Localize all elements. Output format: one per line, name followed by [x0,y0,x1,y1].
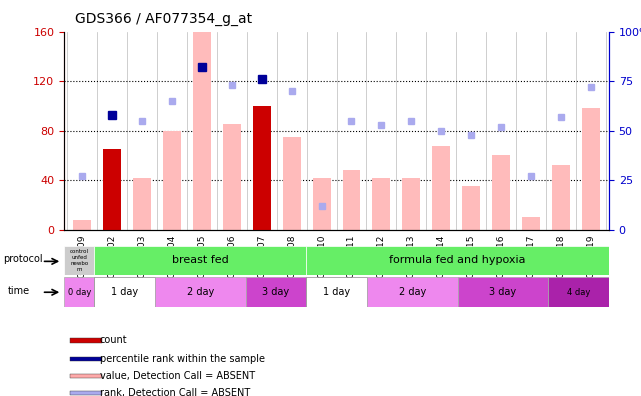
Bar [133,178,151,230]
Bar [155,277,246,307]
Bar [223,124,241,230]
Bar [403,178,420,230]
Text: time: time [8,286,30,296]
Text: rank, Detection Call = ABSENT: rank, Detection Call = ABSENT [99,388,250,396]
Bar [94,246,306,275]
Bar [306,277,367,307]
Bar [94,277,155,307]
Bar [462,187,480,230]
Bar [582,109,600,230]
Text: 2 day: 2 day [187,287,214,297]
Bar [163,131,181,230]
Bar [306,246,609,275]
Text: percentile rank within the sample: percentile rank within the sample [99,354,265,364]
Bar [372,178,390,230]
Text: protocol: protocol [3,254,43,265]
Bar [103,149,121,230]
Bar [70,338,103,343]
Bar [103,149,121,230]
Bar [70,374,103,378]
Bar [253,106,271,230]
Bar [64,246,94,275]
Bar [367,277,458,307]
Text: 1 day: 1 day [323,287,350,297]
Text: 2 day: 2 day [399,287,426,297]
Bar [73,220,91,230]
Text: 1 day: 1 day [111,287,138,297]
Bar [458,277,549,307]
Bar [522,217,540,230]
Text: count: count [99,335,127,345]
Text: value, Detection Call = ABSENT: value, Detection Call = ABSENT [99,371,254,381]
Text: 3 day: 3 day [490,287,517,297]
Bar [64,277,94,307]
Bar [549,277,609,307]
Bar [70,357,103,361]
Bar [313,178,331,230]
Bar [70,391,103,395]
Text: 4 day: 4 day [567,287,590,297]
Bar [193,32,211,230]
Bar [283,137,301,230]
Text: 0 day: 0 day [67,287,91,297]
Text: breast fed: breast fed [172,255,229,265]
Bar [552,165,570,230]
Bar [342,170,360,230]
Bar [432,145,450,230]
Bar [492,155,510,230]
Bar [253,106,271,230]
Text: GDS366 / AF077354_g_at: GDS366 / AF077354_g_at [75,13,252,27]
Text: formula fed and hypoxia: formula fed and hypoxia [389,255,526,265]
Text: 3 day: 3 day [262,287,290,297]
Bar [246,277,306,307]
Text: control
unfed
newbo
m: control unfed newbo m [70,249,88,272]
